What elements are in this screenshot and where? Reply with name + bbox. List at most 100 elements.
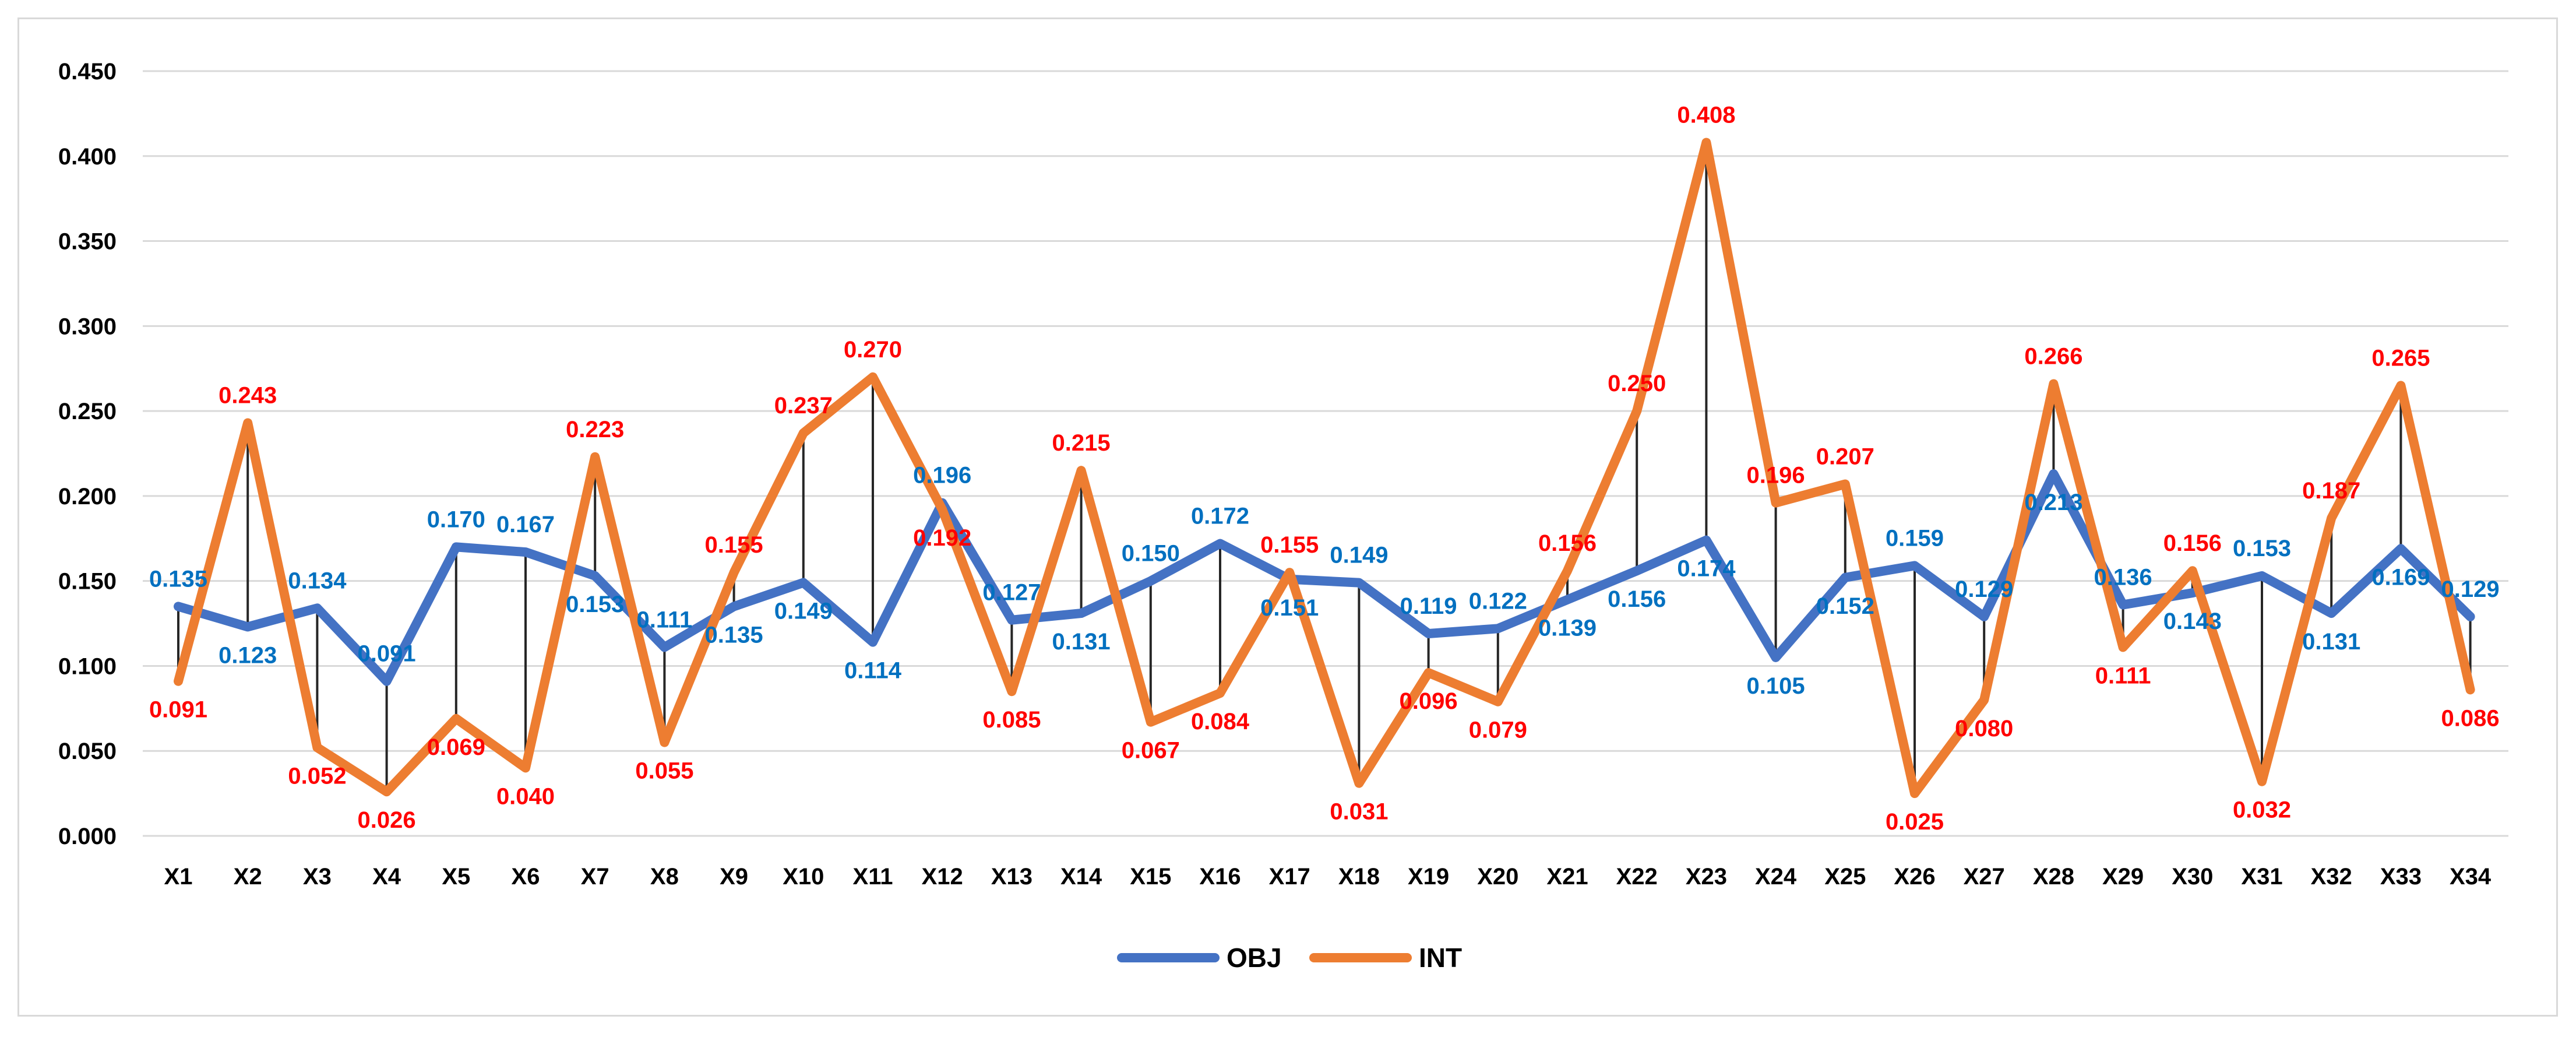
data-label-obj: 0.135	[149, 566, 207, 592]
data-label-int: 0.080	[1955, 716, 2013, 741]
x-tick-label: X28	[2033, 864, 2074, 890]
data-label-obj: 0.167	[496, 512, 555, 537]
x-tick-label: X26	[1894, 864, 1935, 890]
x-tick-label: X34	[2450, 864, 2492, 890]
data-label-int: 0.270	[844, 337, 902, 363]
data-label-int: 0.025	[1886, 809, 1944, 835]
y-tick-label: 0.250	[58, 399, 117, 424]
data-label-int: 0.215	[1052, 430, 1111, 456]
data-label-int: 0.265	[2371, 345, 2430, 371]
data-label-int: 0.155	[705, 532, 763, 558]
x-tick-label: X8	[650, 864, 679, 890]
data-label-int: 0.196	[1747, 463, 1805, 488]
x-tick-label: X12	[922, 864, 963, 890]
data-label-obj: 0.135	[705, 622, 763, 648]
y-tick-label: 0.100	[58, 653, 117, 679]
data-label-int: 0.069	[427, 734, 485, 760]
data-label-obj: 0.150	[1122, 541, 1180, 567]
data-label-int: 0.237	[774, 393, 833, 419]
data-label-int: 0.156	[1538, 530, 1597, 556]
y-tick-label: 0.050	[58, 739, 117, 764]
data-label-obj: 0.153	[566, 592, 624, 617]
x-tick-label: X3	[303, 864, 332, 890]
y-tick-label: 0.000	[58, 824, 117, 849]
data-label-obj: 0.153	[2233, 536, 2291, 561]
x-tick-label: X15	[1130, 864, 1171, 890]
x-tick-label: X16	[1199, 864, 1241, 890]
data-label-int: 0.079	[1469, 718, 1527, 743]
x-tick-label: X20	[1477, 864, 1518, 890]
data-label-obj: 0.196	[913, 463, 971, 488]
data-label-int: 0.040	[496, 783, 555, 809]
series-line-obj	[174, 469, 2475, 686]
data-label-int: 0.026	[358, 807, 416, 833]
data-label-int: 0.032	[2233, 797, 2291, 823]
x-tick-label: X22	[1616, 864, 1658, 890]
y-tick-label: 0.450	[58, 59, 117, 85]
data-label-int: 0.096	[1400, 688, 1458, 714]
data-label-obj: 0.174	[1677, 556, 1736, 582]
y-tick-label: 0.350	[58, 229, 117, 255]
x-tick-label: X25	[1824, 864, 1866, 890]
data-label-obj: 0.134	[288, 568, 347, 593]
x-tick-label: X4	[372, 864, 401, 890]
data-label-obj: 0.131	[2302, 629, 2360, 655]
data-label-obj: 0.169	[2371, 564, 2430, 590]
data-labels-int: 0.091 0.243 0.052 0.026 0.069 0.040 0.223 0.055…	[149, 102, 2500, 835]
x-tick-label: X18	[1338, 864, 1380, 890]
data-label-int: 0.156	[2163, 530, 2222, 556]
data-label-obj: 0.131	[1052, 629, 1111, 655]
x-tick-label: X9	[720, 864, 748, 890]
difference-lines	[177, 142, 2472, 794]
data-label-int: 0.052	[288, 763, 346, 789]
data-label-obj: 0.114	[844, 658, 902, 684]
legend: OBJ INT	[1117, 943, 1462, 973]
data-label-obj: 0.172	[1191, 504, 1249, 529]
x-tick-label: X10	[783, 864, 824, 890]
chart-frame	[17, 17, 2558, 1017]
data-label-obj: 0.123	[219, 642, 277, 668]
data-label-int: 0.111	[2095, 663, 2151, 688]
data-labels-obj: 0.135 0.123 0.134 0.091 0.170 0.167 0.153 0.111…	[149, 463, 2500, 699]
x-tick-label: X2	[234, 864, 262, 890]
x-tick-label: X13	[991, 864, 1032, 890]
data-label-obj: 0.105	[1747, 673, 1805, 699]
x-axis-ticks: X1 X2 X3 X4 X5 X6 X7 X8 X9 X10 X11 X12 X13 X14 X15 X16 X…	[164, 864, 2492, 890]
data-label-int: 0.055	[635, 758, 693, 784]
data-label-int: 0.250	[1608, 371, 1666, 396]
x-tick-label: X1	[164, 864, 193, 890]
data-label-obj: 0.119	[1400, 593, 1457, 619]
y-tick-label: 0.200	[58, 484, 117, 509]
series-line-int	[174, 138, 2475, 799]
data-label-int: 0.243	[219, 383, 277, 409]
data-label-int: 0.266	[2024, 343, 2082, 369]
data-label-int: 0.031	[1330, 799, 1388, 825]
data-label-int: 0.086	[2441, 705, 2500, 731]
x-tick-label: X14	[1060, 864, 1102, 890]
x-tick-label: X32	[2311, 864, 2352, 890]
data-label-obj: 0.151	[1260, 595, 1319, 621]
x-tick-label: X5	[442, 864, 470, 890]
x-tick-label: X7	[581, 864, 609, 890]
x-tick-label: X24	[1755, 864, 1797, 890]
x-tick-label: X21	[1546, 864, 1588, 890]
data-label-obj: 0.122	[1469, 588, 1527, 614]
x-tick-label: X11	[853, 864, 893, 890]
x-tick-label: X23	[1686, 864, 1727, 890]
legend-label-obj: OBJ	[1227, 943, 1282, 973]
data-label-int: 0.085	[982, 707, 1041, 733]
legend-label-int: INT	[1419, 943, 1462, 973]
data-label-obj: 0.149	[1330, 543, 1388, 568]
data-label-int: 0.192	[913, 525, 971, 551]
data-label-obj: 0.111	[637, 607, 693, 632]
data-label-obj: 0.143	[2163, 609, 2222, 634]
data-label-obj: 0.129	[2441, 576, 2500, 602]
data-label-int: 0.187	[2302, 478, 2360, 504]
data-label-int: 0.084	[1191, 709, 1250, 734]
y-tick-label: 0.300	[58, 314, 117, 339]
x-tick-label: X19	[1408, 864, 1449, 890]
y-tick-label: 0.400	[58, 144, 117, 170]
x-tick-label: X29	[2102, 864, 2144, 890]
data-label-obj: 0.213	[2024, 490, 2082, 515]
